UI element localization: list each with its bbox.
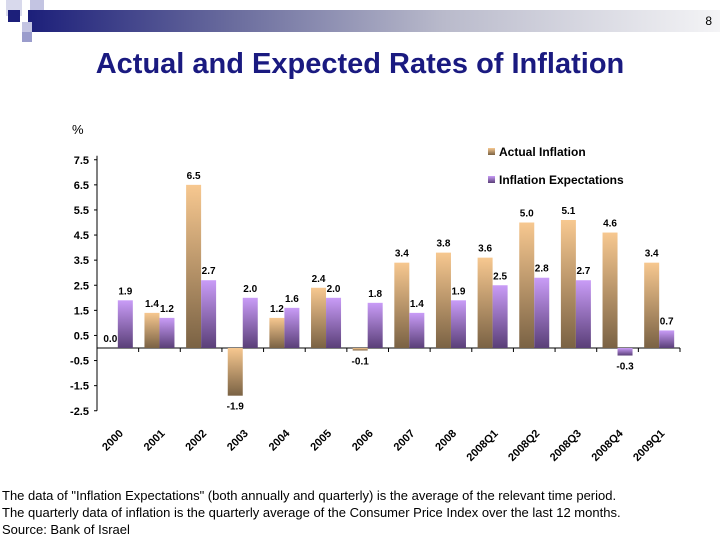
- x-tick-label: 2008Q4: [589, 427, 626, 464]
- data-label: 2.0: [243, 284, 257, 295]
- data-label: 2.4: [312, 274, 326, 285]
- data-label: 1.2: [270, 304, 284, 315]
- data-label: 2.0: [327, 284, 341, 295]
- x-tick-label: 2008Q1: [465, 428, 501, 464]
- data-label: 1.8: [368, 289, 382, 300]
- bar-actual-inflation: [311, 287, 327, 348]
- legend-swatch: [488, 148, 495, 155]
- legend-label: Actual Inflation: [499, 145, 586, 159]
- bar-actual-inflation: [352, 348, 368, 351]
- legend-label: Inflation Expectations: [499, 173, 624, 187]
- bar-actual-inflation: [144, 312, 160, 348]
- bar-inflation-expectations: [117, 300, 133, 348]
- bar-inflation-expectations: [201, 280, 217, 348]
- y-tick-label: 4.5: [74, 230, 89, 242]
- data-label: 3.6: [478, 244, 492, 255]
- bar-inflation-expectations: [575, 280, 591, 348]
- bar-actual-inflation: [269, 317, 285, 348]
- data-label: -0.1: [352, 357, 370, 368]
- data-label: 1.9: [118, 286, 132, 297]
- bar-inflation-expectations: [450, 300, 466, 348]
- data-label: 3.4: [645, 249, 659, 260]
- source-note: Source: Bank of Israel: [2, 522, 130, 537]
- x-tick-label: 2004: [267, 427, 293, 453]
- decor-square: [8, 10, 20, 22]
- bar-actual-inflation: [186, 184, 202, 348]
- bar-actual-inflation: [394, 262, 410, 348]
- data-label: 2.7: [202, 266, 216, 277]
- bar-actual-inflation: [644, 262, 660, 348]
- bar-inflation-expectations: [159, 317, 175, 348]
- y-tick-label: 3.5: [74, 255, 89, 267]
- x-tick-label: 2000: [100, 428, 126, 454]
- data-label: 1.6: [285, 294, 299, 305]
- y-axis-unit: %: [72, 122, 84, 137]
- header-band: [28, 10, 720, 32]
- y-tick-label: 7.5: [74, 155, 89, 167]
- bar-inflation-expectations: [367, 302, 383, 348]
- data-label: 1.9: [452, 286, 466, 297]
- data-label: 1.4: [145, 299, 159, 310]
- bar-inflation-expectations: [284, 307, 300, 348]
- x-tick-label: 2008Q2: [506, 428, 542, 464]
- y-tick-label: 0.5: [74, 330, 89, 342]
- data-label: 2.8: [535, 264, 549, 275]
- bar-actual-inflation: [602, 232, 618, 348]
- data-label: 1.4: [410, 299, 424, 310]
- data-label: -1.9: [227, 402, 245, 413]
- y-tick-label: -1.5: [70, 381, 89, 393]
- y-tick-label: 2.5: [74, 280, 89, 292]
- bar-inflation-expectations: [409, 312, 425, 348]
- bar-actual-inflation: [477, 257, 493, 348]
- data-label: 6.5: [187, 171, 201, 182]
- bar-inflation-expectations: [617, 348, 633, 356]
- legend-swatch: [488, 176, 495, 183]
- slide-title: Actual and Expected Rates of Inflation: [95, 48, 625, 80]
- x-tick-label: 2005: [308, 428, 334, 454]
- bar-inflation-expectations: [326, 297, 342, 348]
- data-label: -0.3: [616, 362, 634, 373]
- data-label: 2.7: [576, 266, 590, 277]
- x-tick-label: 2009Q1: [631, 428, 667, 464]
- bar-inflation-expectations: [242, 297, 258, 348]
- page-number: 8: [705, 14, 712, 28]
- x-tick-label: 2001: [142, 428, 168, 454]
- decor-square: [30, 0, 44, 10]
- data-label: 2.5: [493, 271, 507, 282]
- inflation-chart: 7.5 6.5 5.5 4.5 3.5 2.5 1.5 0.5 -0.5 -1.5 -2.5 2000…: [70, 145, 681, 464]
- x-tick-label: 2003: [225, 428, 251, 454]
- y-tick-label: 5.5: [74, 205, 89, 217]
- x-tick-label: 2006: [350, 428, 376, 454]
- data-label: 0.0: [103, 334, 117, 345]
- decor-square: [22, 22, 32, 32]
- y-tick-label: -2.5: [70, 406, 89, 418]
- bar-actual-inflation: [227, 348, 243, 396]
- x-tick-label: 2002: [183, 428, 209, 454]
- data-label: 3.4: [395, 249, 409, 260]
- bar-actual-inflation: [519, 222, 535, 348]
- bar-inflation-expectations: [659, 330, 675, 348]
- x-tick-label: 2008Q3: [548, 428, 584, 464]
- x-tick-label: 2007: [392, 428, 418, 454]
- y-tick-label: 1.5: [74, 305, 89, 317]
- data-label: 5.1: [561, 206, 575, 217]
- footnote: The data of "Inflation Expectations" (bo…: [2, 488, 617, 503]
- x-tick-label: 2008: [433, 428, 459, 454]
- bar-inflation-expectations: [492, 285, 508, 348]
- data-label: 1.2: [160, 304, 174, 315]
- bar-actual-inflation: [560, 219, 576, 348]
- data-label: 5.0: [520, 209, 534, 220]
- footnotes: The data of "Inflation Expectations" (bo…: [2, 487, 621, 538]
- y-tick-label: -0.5: [70, 356, 89, 368]
- footnote: The quarterly data of inflation is the q…: [2, 505, 621, 520]
- bar-actual-inflation: [435, 252, 451, 348]
- y-tick-label: 6.5: [74, 180, 89, 192]
- decor-square: [22, 32, 32, 42]
- data-label: 0.7: [660, 316, 674, 327]
- bar-inflation-expectations: [534, 277, 550, 348]
- data-label: 3.8: [437, 239, 451, 250]
- data-label: 4.6: [603, 219, 617, 230]
